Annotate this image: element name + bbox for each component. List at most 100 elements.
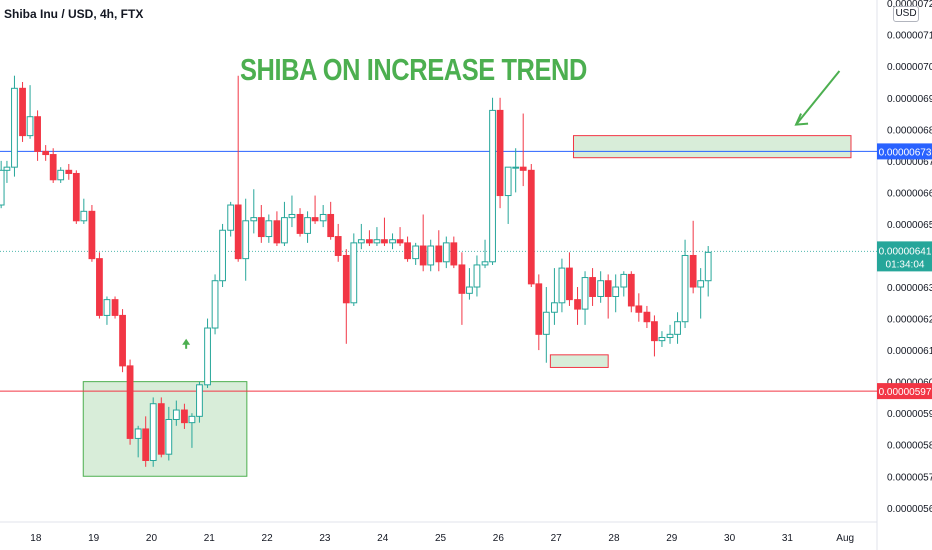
candle-body-41 (311, 217, 319, 222)
x-tick-label: 29 (666, 533, 678, 544)
candle-body-28 (211, 280, 219, 329)
candle-body-76 (581, 277, 589, 310)
x-tick-label: 26 (493, 533, 505, 544)
candle-body-50 (381, 239, 388, 244)
candle-body-19 (142, 428, 150, 461)
candle-body-78 (597, 280, 605, 297)
candle-body-27 (204, 327, 211, 386)
candle-body-83 (635, 305, 643, 313)
candle-body-30 (227, 204, 235, 231)
candle-body-23 (172, 409, 180, 420)
candle-body-63 (481, 261, 489, 266)
candle-body-91 (697, 280, 705, 288)
pointer-arrow-icon (794, 113, 809, 126)
candle-body-61 (466, 286, 473, 294)
x-tick-label: 28 (608, 533, 620, 544)
candle-body-1 (3, 166, 11, 171)
candle-body-67 (512, 166, 520, 169)
candle-body-24 (181, 409, 188, 424)
candle-body-82 (627, 273, 635, 307)
price-label-bg-0 (877, 143, 932, 160)
candle-body-39 (296, 213, 304, 234)
candle-body-62 (473, 264, 481, 288)
currency-button[interactable]: USD (893, 6, 919, 22)
candle-body-47 (357, 239, 365, 244)
candle-body-16 (119, 314, 126, 367)
candle-body-26 (196, 384, 203, 417)
symbol-title[interactable]: Shiba Inu / USD, 4h, FTX (4, 7, 144, 21)
candle-body-12 (88, 210, 96, 260)
candle-body-11 (80, 210, 88, 222)
price-level-label: 0.00000673 (879, 147, 932, 158)
price-label-bg-1 (877, 383, 932, 400)
candle-body-80 (612, 286, 620, 297)
last-price-bg (877, 241, 932, 272)
candle-body-58 (442, 242, 450, 263)
x-tick-label: 27 (551, 533, 563, 544)
x-tick-label: 23 (319, 533, 331, 544)
candle-body-32 (242, 220, 250, 260)
candle-body-45 (342, 254, 350, 304)
candle-body-10 (72, 172, 80, 222)
candle-body-71 (542, 311, 550, 335)
candle-body-74 (566, 267, 573, 301)
candle-body-43 (327, 213, 335, 238)
candle-body-69 (527, 169, 535, 285)
candle-body-40 (304, 217, 311, 234)
x-tick-label: Aug (836, 533, 854, 544)
candle-body-70 (535, 283, 543, 335)
candle-body-64 (489, 109, 496, 263)
candle-body-77 (589, 277, 596, 297)
candle-body-84 (643, 311, 651, 323)
candle-body-8 (57, 169, 65, 181)
candle-body-59 (450, 242, 458, 266)
candle-body-33 (250, 217, 258, 222)
x-tick-label: 18 (30, 533, 42, 544)
candle-body-13 (96, 258, 103, 316)
x-tick-label: 31 (782, 533, 794, 544)
candle-body-60 (458, 264, 466, 294)
candle-body-46 (350, 242, 358, 304)
x-tick-label: 30 (724, 533, 736, 544)
candle-body-52 (396, 239, 404, 244)
zone-rect-0 (82, 381, 248, 477)
candle-body-79 (604, 280, 612, 297)
candle-body-29 (219, 229, 226, 282)
last-price-label: 0.00000641 (879, 246, 932, 257)
candle-body-48 (366, 239, 373, 244)
zone-rect-1 (572, 135, 852, 159)
candle-body-31 (234, 204, 242, 260)
candle-body-0 (0, 169, 5, 206)
candle-body-18 (134, 428, 142, 439)
candle-body-73 (558, 267, 566, 304)
y-tick-label: 0.00000560 (887, 504, 932, 515)
candle-body-44 (334, 236, 342, 256)
candle-body-17 (126, 365, 134, 439)
price-level-label: 0.00000597 (879, 387, 932, 398)
candle-body-49 (373, 239, 381, 244)
x-tick-label: 24 (377, 533, 389, 544)
x-tick-label: 21 (204, 533, 216, 544)
pointer-arrow-line (795, 70, 841, 126)
candle-body-87 (666, 333, 674, 338)
candle-body-57 (435, 245, 443, 263)
candle-body-42 (319, 213, 327, 222)
candle-body-5 (34, 116, 41, 152)
x-tick-label: 20 (146, 533, 158, 544)
candle-body-7 (49, 154, 57, 181)
candle-body-36 (273, 220, 281, 244)
candle-body-65 (496, 109, 504, 197)
candle-body-56 (427, 245, 435, 266)
candle-body-15 (111, 299, 119, 316)
